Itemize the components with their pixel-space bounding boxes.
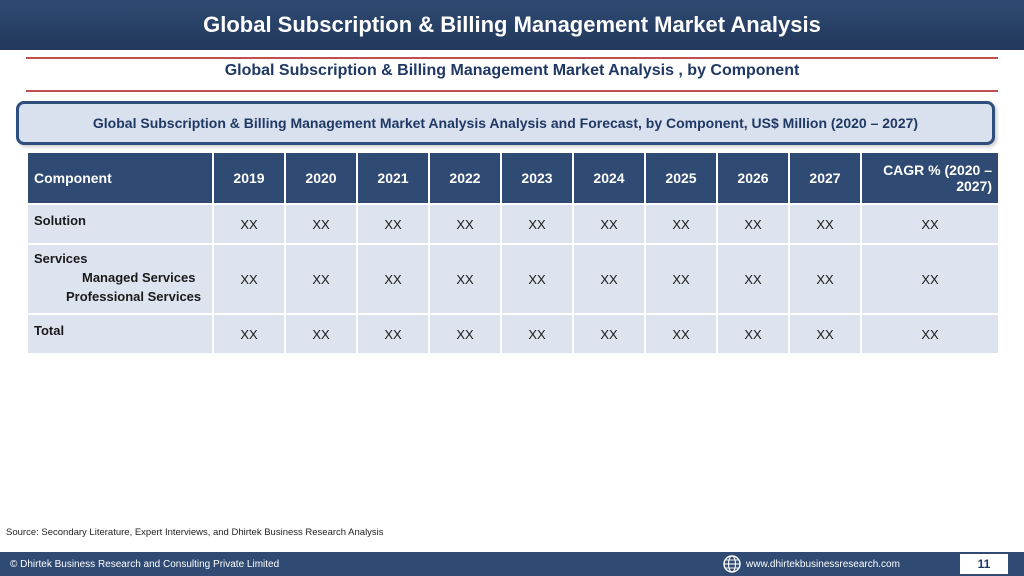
row-label-services-main: Services [34,251,88,266]
table-cell: XX [500,313,574,355]
table-cell: XX [716,243,790,315]
globe-icon [723,555,741,573]
table-cell: XX [572,243,646,315]
table-cell: XX [212,313,286,355]
header-year: 2024 [572,151,646,205]
row-label-total: Total [26,313,214,355]
table-cell: XX [428,203,502,245]
table-cell: XX [428,243,502,315]
row-label-solution: Solution [26,203,214,245]
title-bar: Global Subscription & Billing Management… [0,0,1024,50]
table-cell: XX [212,203,286,245]
table-cell: XX [788,313,862,355]
table-cell: XX [212,243,286,315]
header-year: 2022 [428,151,502,205]
table-cell: XX [860,203,1000,245]
header-component: Component [26,151,214,205]
table-cell: XX [644,313,718,355]
copyright-text: © Dhirtek Business Research and Consulti… [10,559,280,570]
table-cell: XX [788,203,862,245]
table-cell: XX [572,313,646,355]
table-cell: XX [644,243,718,315]
table-row: Services Managed Services Professional S… [26,243,1000,315]
section-subtitle: Global Subscription & Billing Management… [224,62,800,79]
table-cell: XX [284,203,358,245]
table-cell: XX [716,313,790,355]
website-link[interactable]: www.dhirtekbusinessresearch.com [746,559,900,570]
table-cell: XX [644,203,718,245]
header-year: 2027 [788,151,862,205]
table-cell: XX [716,203,790,245]
page-number: 11 [977,557,991,571]
header-year: 2026 [716,151,790,205]
table-row: Total XX XX XX XX XX XX XX XX XX XX [26,313,1000,355]
page-number-box: 11 [960,554,1008,574]
header-cagr: CAGR % (2020 – 2027) [860,151,1000,205]
table-cell: XX [356,203,430,245]
table-cell: XX [428,313,502,355]
table-header-row: Component 2019 2020 2021 2022 2023 2024 … [26,151,1000,205]
row-label-services: Services Managed Services Professional S… [26,243,214,315]
header-year: 2019 [212,151,286,205]
header-year: 2023 [500,151,574,205]
header-year: 2020 [284,151,358,205]
table-cell: XX [356,243,430,315]
divider-bottom [26,90,998,92]
market-table: Component 2019 2020 2021 2022 2023 2024 … [26,151,1000,355]
page-title: Global Subscription & Billing Management… [203,12,821,37]
table-cell: XX [572,203,646,245]
table-cell: XX [284,243,358,315]
table-cell: XX [788,243,862,315]
header-year: 2021 [356,151,430,205]
table-caption-box: Global Subscription & Billing Management… [16,101,995,145]
table-cell: XX [860,313,1000,355]
table-cell: XX [500,203,574,245]
table-cell: XX [500,243,574,315]
table-cell: XX [284,313,358,355]
header-year: 2025 [644,151,718,205]
source-note: Source: Secondary Literature, Expert Int… [6,527,384,538]
row-label-managed-services: Managed Services [82,270,196,285]
divider-top [26,57,998,59]
table-cell: XX [356,313,430,355]
table-row: Solution XX XX XX XX XX XX XX XX XX XX [26,203,1000,245]
table-cell: XX [860,243,1000,315]
footer-bar: © Dhirtek Business Research and Consulti… [0,552,1024,576]
table-caption: Global Subscription & Billing Management… [92,115,919,131]
row-label-professional-services: Professional Services [66,289,202,304]
